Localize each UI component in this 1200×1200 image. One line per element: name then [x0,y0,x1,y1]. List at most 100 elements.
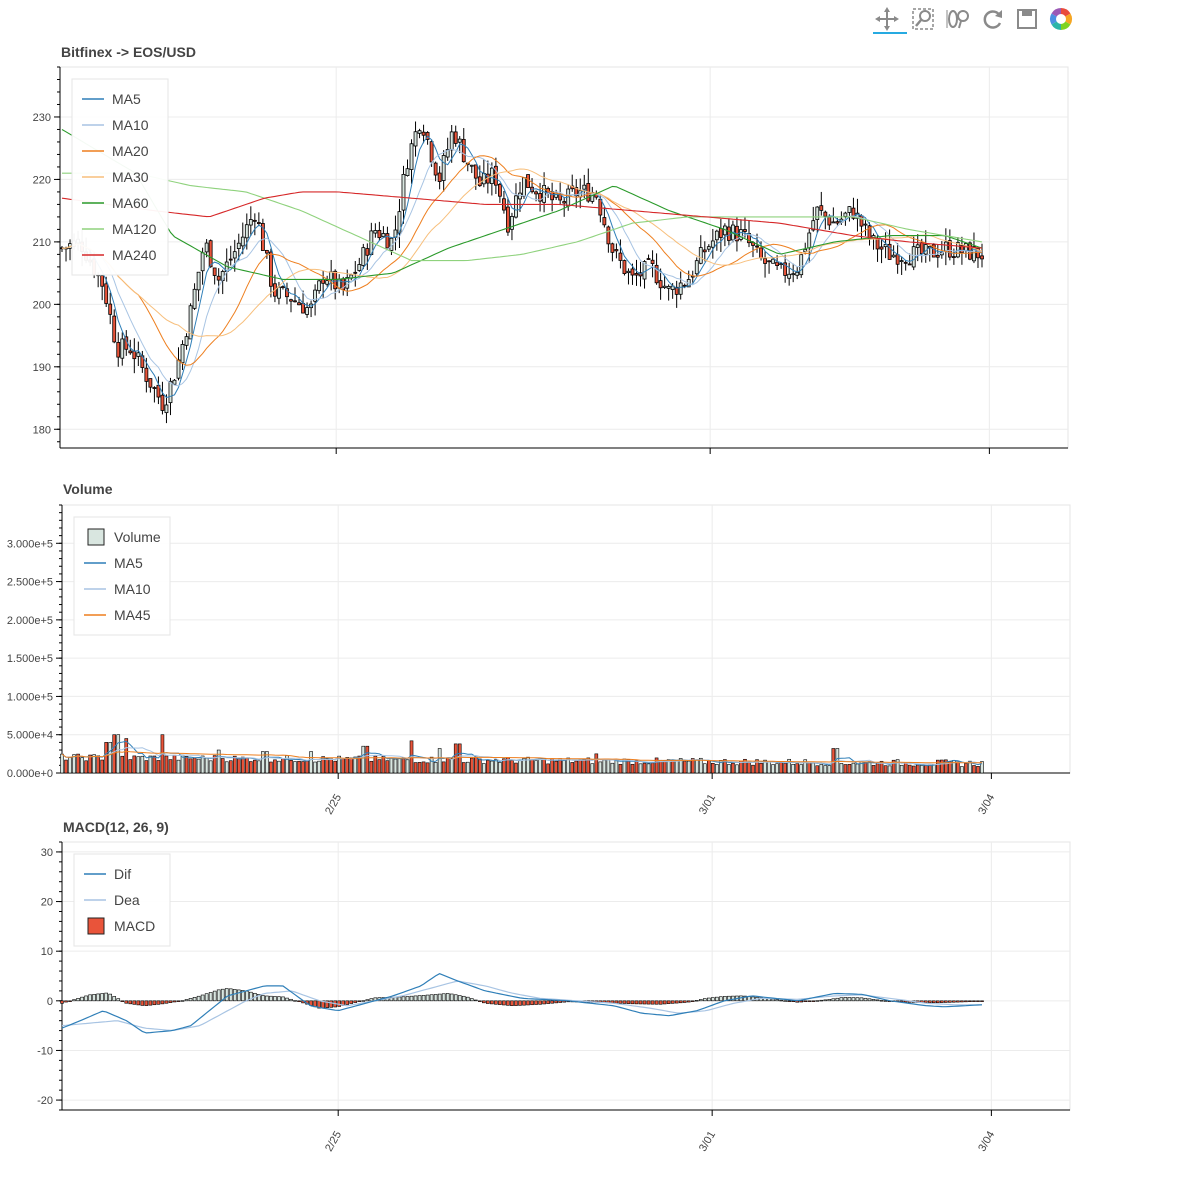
volume-bar [526,756,530,774]
volume-bar [578,759,583,774]
candle-body [405,168,410,176]
macd-bar [719,996,723,1002]
candle-body [381,233,386,238]
volume-bar [715,764,719,774]
volume-bar [598,761,603,774]
candle-body [301,302,305,314]
candle-body [112,315,117,343]
volume-bar [257,760,261,774]
macd-bar [952,1000,956,1003]
volume-bar [502,758,506,774]
volume-bar [851,762,856,774]
macd-legend-label: MACD [114,918,155,934]
volume-bar [212,755,217,774]
volume-bar [903,762,908,774]
reset-tool-button[interactable] [978,4,1008,34]
volume-bar [124,738,129,774]
macd-bar [638,1000,643,1005]
macd-bar [144,1000,149,1006]
volume-bar [393,758,398,774]
save-tool-button[interactable] [1012,4,1042,34]
bokeh-logo-button[interactable] [1046,4,1076,34]
volume-x-tick-label: 3/04 [976,792,997,817]
volume-bar [461,762,466,774]
volume-bar [887,765,892,774]
box-zoom-tool-button[interactable] [908,4,938,34]
volume-bar [582,758,587,774]
volume-bar [538,758,542,774]
candle-body [767,260,771,263]
macd-bar [200,994,205,1002]
candle-body [622,260,627,274]
macd-bar [702,998,707,1002]
volume-bar [674,760,679,774]
volume-bar [60,753,64,774]
volume-legend-swatch [87,528,105,546]
price-plot-frame[interactable] [59,66,1069,449]
volume-bar [771,764,775,774]
candle-body [879,246,884,250]
volume-bar [321,756,325,774]
macd-bar [799,1000,804,1003]
macd-legend-label: Dea [114,892,140,908]
volume-bar [867,761,872,774]
volume-bar [811,762,816,774]
macd-bar [461,995,466,1002]
macd-bar [437,993,442,1002]
candle-body [128,350,133,354]
candle-body [803,248,808,253]
volume-bar [180,754,185,774]
macd-bar [879,1000,884,1002]
macd-bar [863,997,868,1002]
macd-bar [409,995,414,1002]
candle-body [208,240,213,268]
candle-body [646,258,651,260]
macd-bar [976,1000,980,1002]
volume-bar [871,765,876,774]
volume-bar [68,757,72,774]
volume-bar [457,743,462,774]
macd-bar [285,997,289,1002]
volume-bar [911,765,916,774]
candle-body [240,236,245,247]
volume-plot-frame[interactable] [61,504,1071,774]
volume-bar [755,759,759,774]
volume-bar [490,760,494,774]
volume-bar [634,759,639,774]
volume-bar [554,760,558,774]
volume-bar [116,734,121,774]
macd-bar [980,1000,984,1002]
volume-bar [128,759,133,774]
volume-bar [915,764,920,774]
macd-bar [682,1000,687,1003]
macd-bar [626,1000,631,1004]
candle-body [847,206,852,213]
volume-bar [437,748,442,774]
macd-bar [554,1000,558,1004]
candle-body [602,217,607,226]
volume-bar [473,756,478,774]
macd-bar [855,997,860,1002]
wheel-zoom-tool-button[interactable] [942,4,972,34]
volume-bar [594,753,599,774]
volume-bar [337,755,342,774]
volume-bar [96,755,100,774]
volume-bar [702,763,707,774]
candle-body [232,251,237,259]
candle-body [385,233,390,249]
candle-body [285,288,289,298]
volume-bar [827,765,832,774]
candle-body [911,246,916,268]
macd-x-tick-label: 3/04 [976,1129,997,1154]
volume-bar [478,758,482,774]
candle-body [626,270,631,274]
macd-bar [128,1000,133,1005]
macd-plot-frame[interactable] [61,841,1071,1111]
macd-bar [502,1000,506,1006]
reset-icon [983,10,1002,29]
macd-bar [277,996,281,1002]
pan-tool-button[interactable] [872,4,902,34]
candle-body [787,273,792,279]
macd-y-tick-label: 10 [41,946,53,958]
volume-bar [807,762,812,774]
